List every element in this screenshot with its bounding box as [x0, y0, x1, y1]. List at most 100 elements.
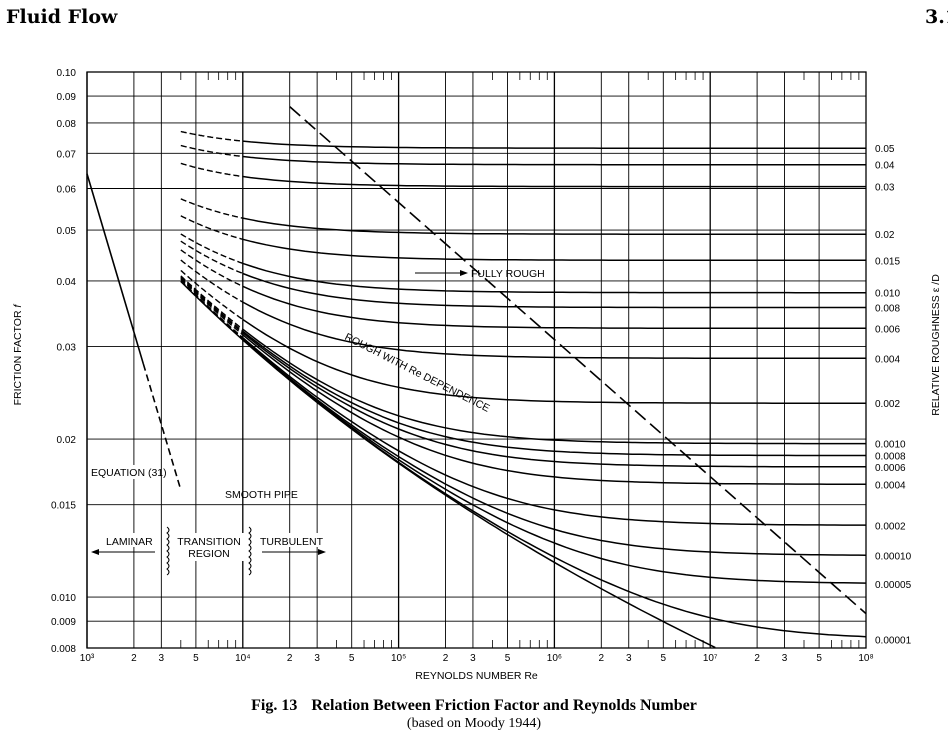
annotation-bg	[89, 465, 155, 479]
roughness-curve	[242, 155, 866, 166]
roughness-curve-transition	[180, 130, 243, 142]
x-axis-label: REYNOLDS NUMBER Re	[415, 670, 538, 682]
annotation-equation: EQUATION (31)	[91, 467, 167, 479]
roughness-curve	[242, 338, 867, 556]
x-tick-label: 3	[470, 653, 476, 664]
x-tick-label: 5	[816, 653, 822, 664]
region-separator	[166, 526, 170, 576]
y-tick-label: 0.09	[57, 92, 77, 103]
roughness-label: 0.010	[875, 289, 900, 300]
y-tick-label: 0.06	[57, 184, 77, 195]
roughness-curve	[242, 262, 866, 294]
fully-rough-arrowhead	[460, 270, 468, 276]
roughness-label: 0.004	[875, 354, 900, 365]
roughness-curve	[242, 318, 866, 404]
roughness-curve	[242, 330, 866, 457]
y-tick-label: 0.009	[51, 617, 76, 628]
roughness-label: 0.006	[875, 324, 900, 335]
roughness-label: 0.0006	[875, 463, 906, 474]
roughness-label: 0.00010	[875, 552, 912, 563]
roughness-curve	[242, 334, 866, 485]
x-tick-label: 2	[287, 653, 293, 664]
x-tick-label: 5	[505, 653, 511, 664]
x-tick-label: 5	[193, 653, 199, 664]
roughness-curve	[242, 337, 866, 526]
annotation-fully-rough: FULLY ROUGH	[471, 268, 545, 280]
tick-labels: 10³ 2 3 5 10⁴ 2 3 5 10⁵ 2 3 5 10⁶ 2 3 5 10⁷ 2 3 5 10⁸ 0.10 0.0…	[51, 68, 874, 664]
annotation-bg	[256, 533, 330, 547]
y-tick-label: 0.008	[51, 644, 76, 655]
roughness-curve	[242, 140, 866, 149]
roughness-label: 0.0010	[875, 440, 906, 451]
y-tick-label: 0.03	[57, 343, 77, 354]
roughness-curve-transition	[180, 144, 243, 158]
annotation-transition: TRANSITION	[177, 536, 241, 548]
x-tick-label: 5	[661, 653, 667, 664]
roughness-label: 0.04	[875, 161, 895, 172]
y-tick-label: 0.07	[57, 149, 77, 160]
annotation-region: REGION	[188, 548, 229, 560]
roughness-curve-transition	[180, 280, 244, 340]
roughness-curve	[242, 272, 866, 309]
y-axis-symbol: f	[12, 304, 24, 308]
roughness-label: 0.02	[875, 230, 895, 241]
boundary-lines	[86, 106, 867, 615]
grid	[86, 71, 867, 649]
roughness-curve-transition	[180, 249, 244, 287]
roughness-label: 0.0004	[875, 480, 906, 491]
x-tick-label: 2	[443, 653, 449, 664]
roughness-curve-transition	[180, 198, 243, 219]
smooth-pipe-curve	[180, 280, 716, 649]
x-tick-label: 2	[131, 653, 137, 664]
y2-axis-label: RELATIVE ROUGHNESS ε /D	[930, 274, 942, 416]
x-tick-label: 3	[782, 653, 788, 664]
roughness-label: 0.008	[875, 304, 900, 315]
roughness-curve-transition	[180, 162, 243, 178]
annotation-laminar: LAMINAR	[106, 536, 153, 548]
plot-frame	[86, 71, 867, 649]
roughness-label: 0.0002	[875, 521, 906, 532]
annotation-turbulent: TURBULENT	[260, 536, 324, 548]
x-tick-label: 10⁶	[547, 653, 562, 664]
roughness-curves	[180, 130, 867, 649]
roughness-curve-transition	[180, 215, 243, 240]
x-tick-label: 10⁷	[703, 653, 718, 664]
roughness-label: 0.002	[875, 399, 900, 410]
region-separator	[248, 526, 252, 576]
roughness-curve	[242, 301, 866, 360]
x-tick-label: 3	[626, 653, 632, 664]
roughness-curve	[242, 328, 866, 445]
x-tick-label: 2	[754, 653, 760, 664]
roughness-label: 0.00005	[875, 580, 912, 591]
x-tick-label: 10⁸	[858, 653, 873, 664]
laminar-line	[86, 173, 145, 365]
turbulent-arrowhead	[318, 549, 326, 555]
fully-rough-boundary	[289, 106, 867, 615]
x-tick-label: 10³	[80, 653, 95, 664]
figure-subtitle: (based on Moody 1944)	[406, 716, 542, 731]
roughness-curve-transition	[180, 269, 244, 321]
roughness-label: 0.03	[875, 183, 895, 194]
roughness-curve-transition	[180, 259, 244, 303]
y-tick-label: 0.015	[51, 501, 76, 512]
x-tick-label: 2	[599, 653, 605, 664]
roughness-label: 0.05	[875, 144, 895, 155]
x-tick-label: 10⁴	[235, 653, 250, 664]
figure-caption: Fig. 13 Relation Between Friction Factor …	[0, 697, 948, 715]
roughness-curve-transition	[180, 275, 244, 330]
y-tick-label: 0.08	[57, 119, 77, 130]
annotation-bg	[100, 533, 160, 547]
figure-title: Relation Between Friction Factor and Rey…	[311, 697, 697, 714]
friction-factor-chart: 10³ 2 3 5 10⁴ 2 3 5 10⁵ 2 3 5 10⁶ 2 3 5 10⁷ 2 3 5 10⁸ 0.10 0.0…	[12, 68, 942, 682]
x-tick-label: 3	[314, 653, 320, 664]
figure-label: Fig. 13	[251, 697, 298, 714]
x-tick-label: 5	[349, 653, 355, 664]
y-tick-label: 0.02	[57, 435, 77, 446]
roughness-curve-transition	[180, 233, 244, 265]
roughness-curve	[242, 217, 866, 235]
roughness-curve	[242, 332, 866, 468]
y-tick-label: 0.05	[57, 226, 77, 237]
annotation-rough-re: ROUGH WITH Re DEPENDENCE	[343, 331, 492, 415]
y-tick-label: 0.010	[51, 593, 76, 604]
